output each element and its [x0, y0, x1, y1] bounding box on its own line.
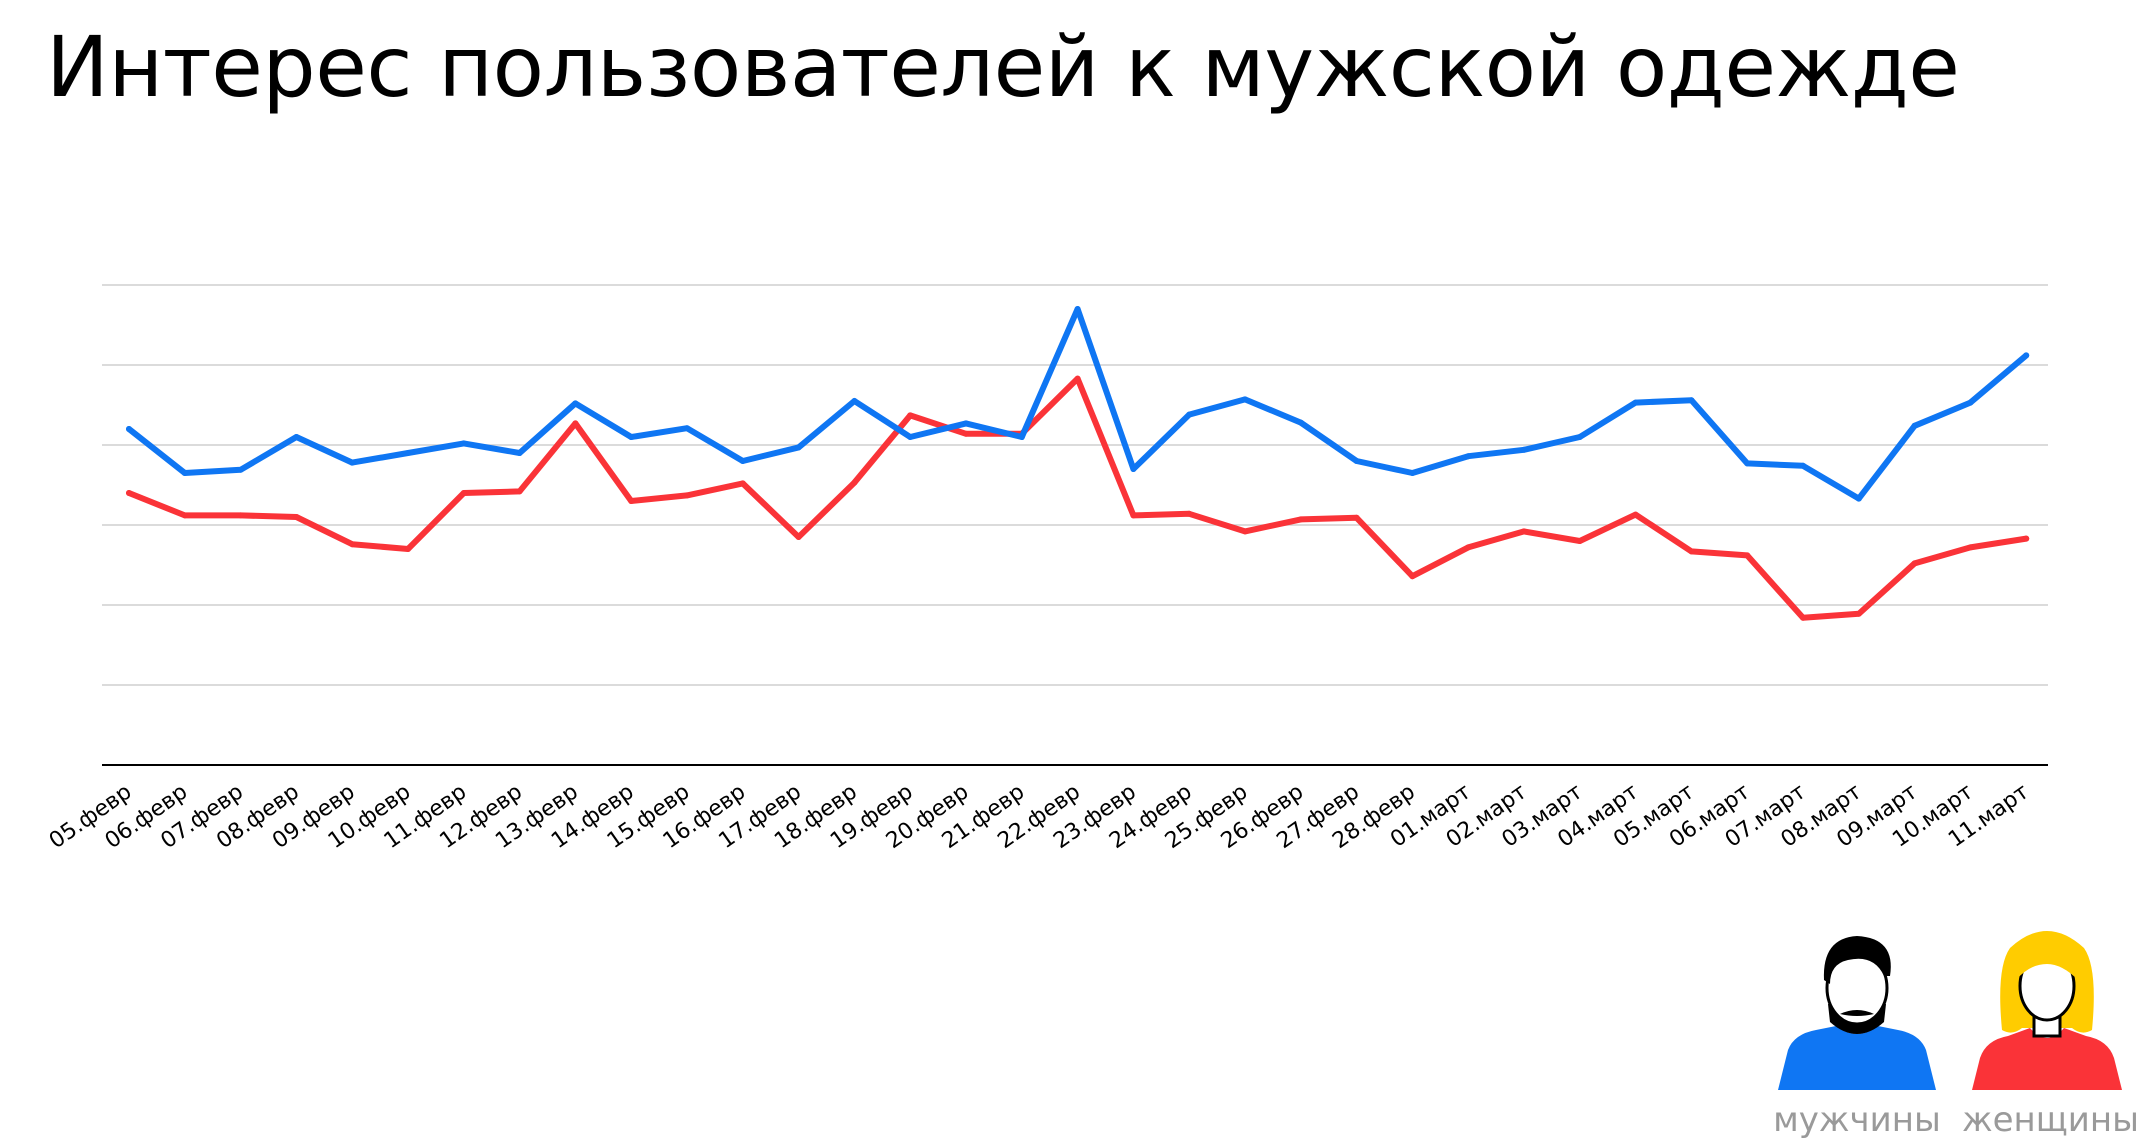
data-point-women	[1911, 560, 1918, 567]
data-point-men	[1688, 397, 1695, 404]
women-legend-icon	[1972, 931, 2122, 1090]
data-point-men	[1465, 453, 1472, 460]
data-point-men	[1297, 419, 1304, 426]
data-point-men	[1855, 495, 1862, 502]
series-line-women	[126, 375, 2030, 621]
data-point-women	[1409, 573, 1416, 580]
data-point-men	[126, 426, 132, 432]
data-point-men	[349, 459, 356, 466]
data-point-women	[1353, 514, 1360, 521]
data-point-women	[349, 541, 356, 548]
data-point-men	[1632, 399, 1639, 406]
data-point-men	[907, 434, 914, 440]
data-point-women	[1186, 510, 1193, 517]
grid-lines	[102, 284, 2048, 766]
data-point-women	[181, 512, 188, 519]
data-point-women	[1297, 516, 1304, 523]
data-point-men	[1130, 466, 1137, 472]
legend-label-men: мужчины	[1773, 1100, 1941, 1140]
data-point-men	[237, 466, 244, 473]
data-point-men	[963, 420, 969, 427]
data-point-men	[1409, 470, 1416, 476]
data-point-women	[1465, 544, 1472, 551]
data-point-men	[1911, 422, 1918, 429]
data-point-women	[293, 514, 300, 520]
data-point-women	[1855, 610, 1862, 617]
data-point-men	[2023, 352, 2030, 359]
data-point-men	[1744, 460, 1751, 467]
legend-label-women: женщины	[1962, 1100, 2139, 1140]
data-point-men	[1576, 434, 1583, 440]
data-point-women	[460, 490, 467, 496]
x-axis-ticks: 05.февр06.февр07.февр08.февр09.февр10.фе…	[45, 779, 2034, 854]
data-point-men	[516, 450, 523, 456]
men-legend-icon	[1778, 936, 1936, 1090]
data-point-men	[460, 440, 467, 447]
data-point-men	[1967, 399, 1974, 406]
data-point-women	[2023, 535, 2030, 542]
data-point-women	[795, 534, 802, 540]
data-point-women	[1074, 375, 1081, 382]
data-point-men	[1186, 411, 1193, 418]
data-point-men	[739, 458, 746, 464]
data-point-women	[1688, 548, 1695, 555]
data-point-men	[1242, 396, 1248, 403]
data-point-men	[628, 434, 635, 440]
data-point-women	[1130, 512, 1137, 519]
series-line-men	[126, 306, 2030, 502]
data-point-men	[293, 434, 300, 440]
series-lines	[126, 306, 2030, 621]
data-point-men	[851, 398, 858, 404]
data-point-women	[907, 412, 914, 419]
data-point-women	[1242, 528, 1248, 535]
page-title: Интерес пользователей к мужской одежде	[46, 18, 1960, 116]
data-point-men	[1353, 458, 1360, 464]
data-point-men	[795, 444, 802, 451]
data-point-men	[1018, 434, 1025, 440]
data-point-men	[684, 425, 690, 432]
men-shirt-icon	[1778, 1026, 1936, 1090]
data-point-women	[1967, 544, 1974, 551]
data-point-women	[684, 492, 690, 499]
data-point-men	[1521, 446, 1527, 453]
data-point-men	[1800, 462, 1806, 469]
data-point-women	[405, 546, 411, 552]
data-point-women	[572, 420, 579, 427]
data-point-men	[181, 470, 188, 476]
data-point-men	[405, 450, 411, 456]
data-point-women	[126, 490, 132, 496]
data-point-women	[1521, 528, 1527, 535]
data-point-women	[1800, 614, 1806, 621]
data-point-women	[1744, 552, 1751, 559]
men-hair-icon	[1823, 936, 1891, 984]
data-point-women	[516, 488, 523, 495]
women-dress-icon	[1972, 1028, 2122, 1090]
data-point-women	[739, 480, 746, 487]
data-point-women	[963, 430, 969, 437]
data-point-women	[851, 479, 858, 486]
data-point-men	[1074, 306, 1081, 312]
data-point-women	[628, 498, 635, 504]
data-point-women	[1576, 538, 1583, 544]
data-point-women	[237, 512, 244, 519]
data-point-men	[572, 400, 579, 407]
data-point-women	[1632, 511, 1639, 518]
